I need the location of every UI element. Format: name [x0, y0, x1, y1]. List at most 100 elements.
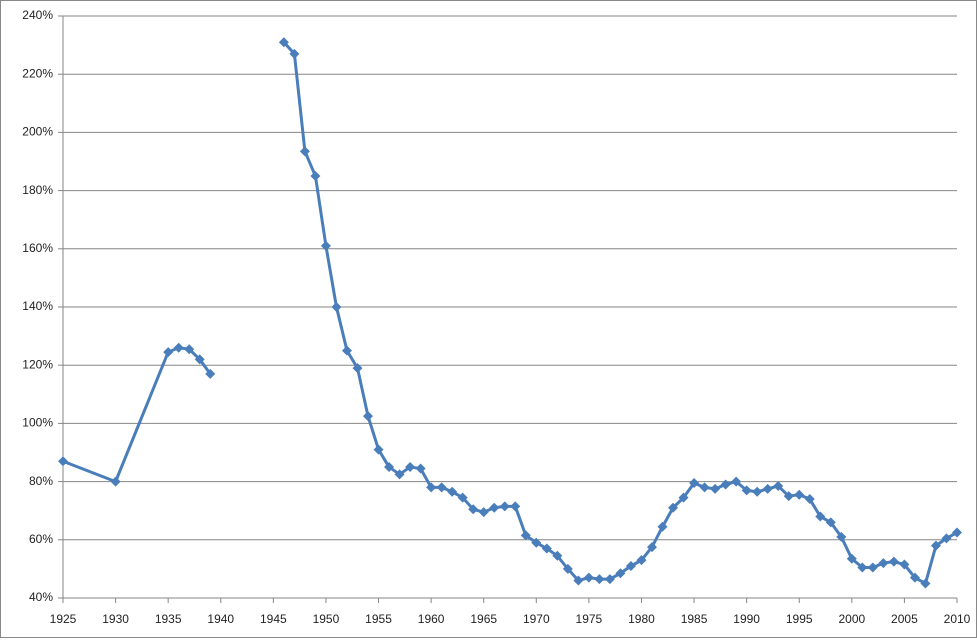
data-point — [710, 483, 721, 494]
data-point — [657, 521, 668, 532]
y-tick-label: 100% — [22, 416, 53, 430]
data-point — [941, 533, 952, 544]
x-tick-label: 2000 — [838, 612, 865, 626]
data-point — [689, 478, 700, 489]
data-point — [310, 171, 321, 182]
data-point — [194, 354, 205, 365]
data-point — [815, 511, 826, 522]
x-tick-label: 2005 — [891, 612, 918, 626]
data-point — [678, 492, 689, 503]
data-point — [341, 345, 352, 356]
data-point — [489, 502, 500, 513]
data-point — [331, 302, 342, 312]
data-point — [625, 560, 636, 571]
data-point — [510, 501, 521, 512]
data-point — [520, 530, 531, 541]
data-point — [888, 556, 899, 567]
data-point — [741, 485, 752, 496]
data-point — [762, 483, 773, 494]
data-point — [205, 368, 216, 379]
data-point — [436, 482, 447, 493]
data-point — [289, 48, 300, 59]
x-tick-label: 1970 — [523, 612, 550, 626]
y-tick-label: 80% — [29, 474, 53, 488]
data-point — [163, 347, 174, 358]
data-point — [699, 482, 710, 493]
data-point — [573, 575, 584, 586]
data-point — [352, 363, 363, 374]
y-tick-label: 60% — [29, 532, 53, 546]
data-point — [668, 502, 679, 513]
x-tick-label: 2010 — [944, 612, 971, 626]
y-tick-label: 40% — [29, 590, 53, 604]
data-point — [562, 563, 573, 574]
x-tick-label: 1980 — [628, 612, 655, 626]
data-point — [541, 543, 552, 554]
data-point — [468, 504, 479, 515]
data-point — [426, 482, 437, 493]
x-tick-label: 1940 — [207, 612, 234, 626]
data-point — [773, 480, 784, 491]
y-tick-label: 200% — [22, 125, 53, 139]
data-point — [952, 527, 962, 538]
data-point — [825, 517, 836, 528]
data-point — [783, 491, 794, 502]
y-tick-label: 240% — [22, 8, 53, 22]
data-point — [878, 558, 889, 569]
data-point — [58, 456, 68, 467]
data-point — [184, 344, 195, 355]
data-point — [552, 550, 563, 561]
data-point — [836, 531, 847, 542]
data-point — [594, 574, 605, 585]
data-point — [499, 501, 510, 512]
data-point — [457, 492, 468, 503]
x-tick-label: 1975 — [576, 612, 603, 626]
data-point — [867, 562, 878, 573]
y-tick-label: 160% — [22, 241, 53, 255]
data-point — [930, 540, 941, 551]
data-point — [394, 469, 405, 480]
data-point — [804, 494, 815, 505]
data-point — [173, 342, 184, 353]
data-point — [320, 240, 331, 251]
x-tick-label: 1945 — [260, 612, 287, 626]
x-tick-label: 1960 — [418, 612, 445, 626]
data-point — [636, 555, 647, 566]
data-point — [909, 572, 920, 583]
data-point — [373, 444, 384, 455]
data-point — [405, 462, 416, 473]
data-point — [110, 476, 121, 487]
data-point — [415, 463, 426, 474]
data-point — [615, 568, 626, 579]
y-tick-label: 220% — [22, 66, 53, 80]
x-tick-label: 1955 — [365, 612, 392, 626]
data-point — [731, 476, 742, 487]
data-point — [920, 578, 931, 589]
x-tick-label: 1985 — [681, 612, 708, 626]
data-point — [583, 572, 594, 583]
data-point — [604, 574, 615, 585]
x-tick-label: 1950 — [313, 612, 340, 626]
x-tick-label: 1995 — [786, 612, 813, 626]
data-point — [846, 553, 857, 564]
y-tick-label: 120% — [22, 357, 53, 371]
y-tick-label: 180% — [22, 183, 53, 197]
data-point — [794, 489, 805, 500]
data-point — [447, 486, 458, 497]
data-point — [531, 537, 542, 548]
x-tick-label: 1935 — [155, 612, 182, 626]
y-tick-label: 140% — [22, 299, 53, 313]
data-point — [857, 562, 868, 573]
data-point — [646, 542, 657, 553]
x-tick-label: 1965 — [470, 612, 497, 626]
data-point — [363, 411, 374, 422]
x-tick-label: 1925 — [50, 612, 77, 626]
data-point — [384, 462, 395, 473]
x-tick-label: 1990 — [733, 612, 760, 626]
data-point — [299, 146, 310, 157]
data-point — [752, 486, 763, 497]
data-point — [899, 559, 910, 570]
data-point — [478, 507, 489, 518]
